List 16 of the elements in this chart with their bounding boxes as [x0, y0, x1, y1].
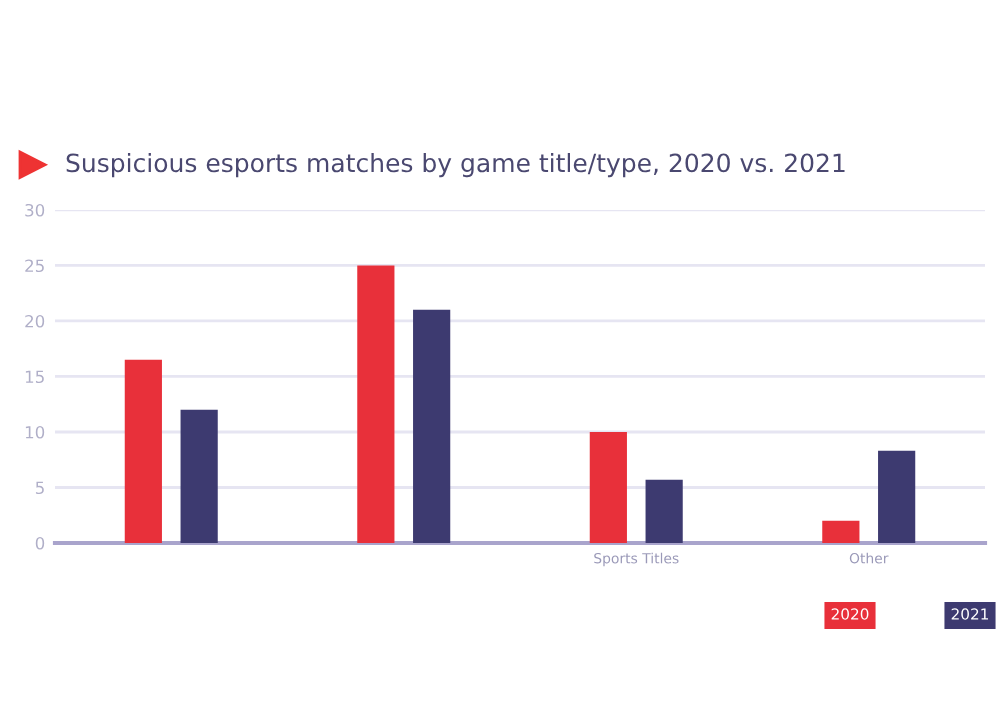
- bar: [180, 409, 218, 543]
- y-tick-label: 0: [35, 536, 45, 550]
- bar: [357, 265, 395, 543]
- y-tick-label: 20: [25, 314, 45, 328]
- bar: [589, 431, 627, 543]
- bar: [645, 479, 683, 543]
- y-tick-label: 10: [25, 425, 45, 439]
- y-tick-label: 5: [35, 481, 44, 495]
- bar: [413, 309, 451, 543]
- y-tick-label: 15: [25, 370, 44, 384]
- y-tick-label: 25: [25, 259, 44, 273]
- bar: [822, 520, 860, 543]
- bar: [878, 450, 916, 543]
- chart-title: Suspicious esports matches by game title/type, 2020 vs. 2021: [66, 152, 845, 178]
- y-tick-label: 30: [25, 203, 45, 217]
- bar: [124, 359, 162, 543]
